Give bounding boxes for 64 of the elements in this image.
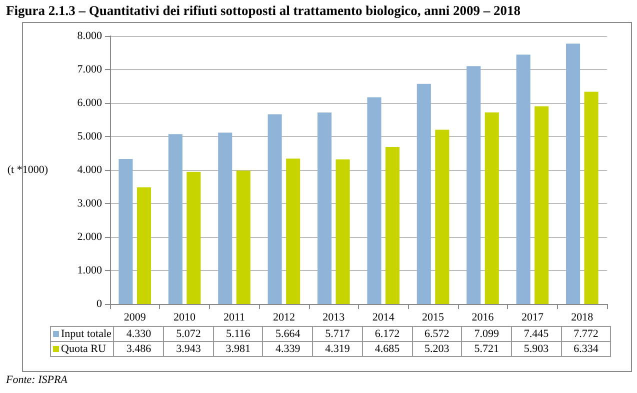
bar [218,132,232,304]
data-label: 4.319 [312,342,362,356]
y-tick-label: 4.000 [77,164,102,176]
legend-label: Input totale [50,326,114,342]
legend-label: Quota RU [50,342,114,356]
x-tick-label: 2018 [571,312,594,324]
y-tick-label: 0 [96,298,102,310]
data-label: 6.572 [412,326,462,342]
x-tick-label: 2009 [124,312,146,324]
bar [318,112,332,304]
x-tick-label: 2016 [472,312,494,324]
bar [516,54,530,304]
y-tick-label: 8.000 [77,30,102,42]
data-label: 4.339 [262,342,313,356]
y-tick-label: 7.000 [77,64,102,76]
y-tick-label: 2.000 [77,231,102,243]
data-label: 5.664 [262,326,313,342]
data-label: 4.685 [362,342,412,356]
bar [466,66,481,304]
x-tick-label: 2015 [422,312,445,324]
data-label: 4.330 [114,326,164,342]
bar [168,134,182,304]
y-tick-label: 1.000 [77,264,102,276]
data-label: 5.116 [213,326,263,342]
x-tick-label: 2013 [322,312,346,324]
data-label: 3.486 [114,342,164,356]
bar [584,92,598,304]
bar [286,158,300,304]
bar [385,147,400,304]
data-label: 5.903 [511,342,562,356]
chart-title: Figura 2.1.3 – Quantitativi dei rifiuti sottoposti al trattamento biologico, anni 2009 – 2018 [6,3,520,19]
bar [534,106,549,304]
data-label: 6.172 [362,326,412,342]
bar [367,97,382,304]
x-tick-label: 2011 [223,312,246,324]
data-label: 5.203 [412,342,462,356]
data-label: 7.445 [511,326,562,342]
data-label: 5.721 [462,342,512,356]
bar [416,84,431,304]
data-label: 5.072 [164,326,214,342]
bar [484,112,499,304]
y-tick-label: 5.000 [77,130,102,142]
bar [268,114,282,304]
bar [566,44,580,304]
data-label: 7.099 [462,326,512,342]
y-tick-label: 6.000 [77,97,102,109]
bar [336,159,350,304]
data-label: 3.981 [213,342,263,356]
bar [236,170,250,304]
source-note: Fonte: ISPRA [6,374,68,386]
x-tick-label: 2010 [174,312,196,324]
x-tick-label: 2017 [521,312,544,324]
x-tick-label: 2014 [372,312,395,324]
bar [435,130,450,304]
data-label: 6.334 [561,342,611,356]
y-tick-label: 3.000 [77,198,102,210]
data-label: 7.772 [561,326,611,342]
bar [136,187,152,304]
y-axis-title: (t *1000) [7,164,48,176]
data-label: 5.717 [312,326,362,342]
data-label: 3.943 [164,342,214,356]
bar [118,158,133,304]
bar [186,172,201,304]
x-tick-label: 2012 [272,312,295,324]
